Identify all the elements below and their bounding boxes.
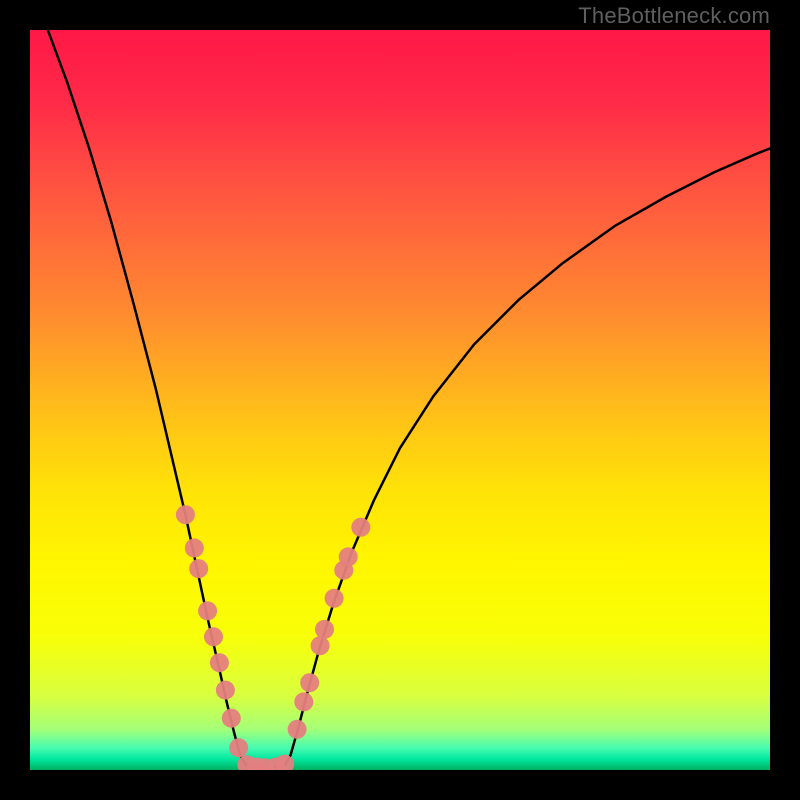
data-marker <box>311 636 330 655</box>
chart-container: TheBottleneck.com <box>0 0 800 800</box>
data-marker <box>275 755 294 770</box>
data-marker <box>204 627 223 646</box>
data-marker <box>176 505 195 524</box>
data-marker <box>351 518 370 537</box>
data-marker <box>288 720 307 739</box>
v-curve <box>48 30 770 768</box>
data-marker <box>189 559 208 578</box>
marker-group <box>176 505 370 770</box>
data-marker <box>325 589 344 608</box>
plot-area <box>30 30 770 770</box>
data-marker <box>198 601 217 620</box>
data-marker <box>229 738 248 757</box>
data-marker <box>315 620 334 639</box>
data-marker <box>339 547 358 566</box>
data-marker <box>222 709 241 728</box>
watermark-text: TheBottleneck.com <box>578 3 770 29</box>
data-marker <box>216 681 235 700</box>
data-marker <box>210 653 229 672</box>
data-marker <box>300 673 319 692</box>
data-marker <box>294 692 313 711</box>
chart-overlay <box>30 30 770 770</box>
data-marker <box>185 539 204 558</box>
